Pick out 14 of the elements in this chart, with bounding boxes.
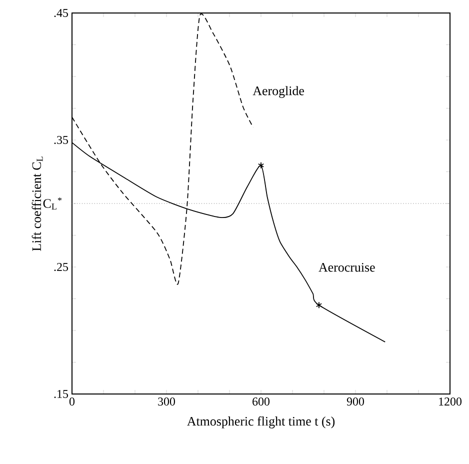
series-label: Aeroglide [252, 86, 304, 98]
x-tick-label: 300 [158, 398, 176, 406]
x-tick-label: 600 [252, 398, 270, 406]
x-tick-label: 0 [69, 398, 75, 406]
x-tick-label: 900 [346, 398, 364, 406]
series-label: Aerocruise [318, 262, 375, 272]
ref-line-label: C$_{L}$* [43, 197, 62, 210]
y-tick-label: .15 [54, 390, 68, 398]
y-axis-title: Lift coefficient C$_{L}$ [32, 156, 43, 251]
y-tick-label: .25 [54, 262, 68, 272]
y-tick-label: .35 [54, 136, 68, 144]
x-axis-title: Atmospheric flight time t (s) [187, 416, 335, 428]
x-tick-label: 1200 [439, 398, 462, 406]
y-tick-label: .45 [54, 8, 68, 18]
